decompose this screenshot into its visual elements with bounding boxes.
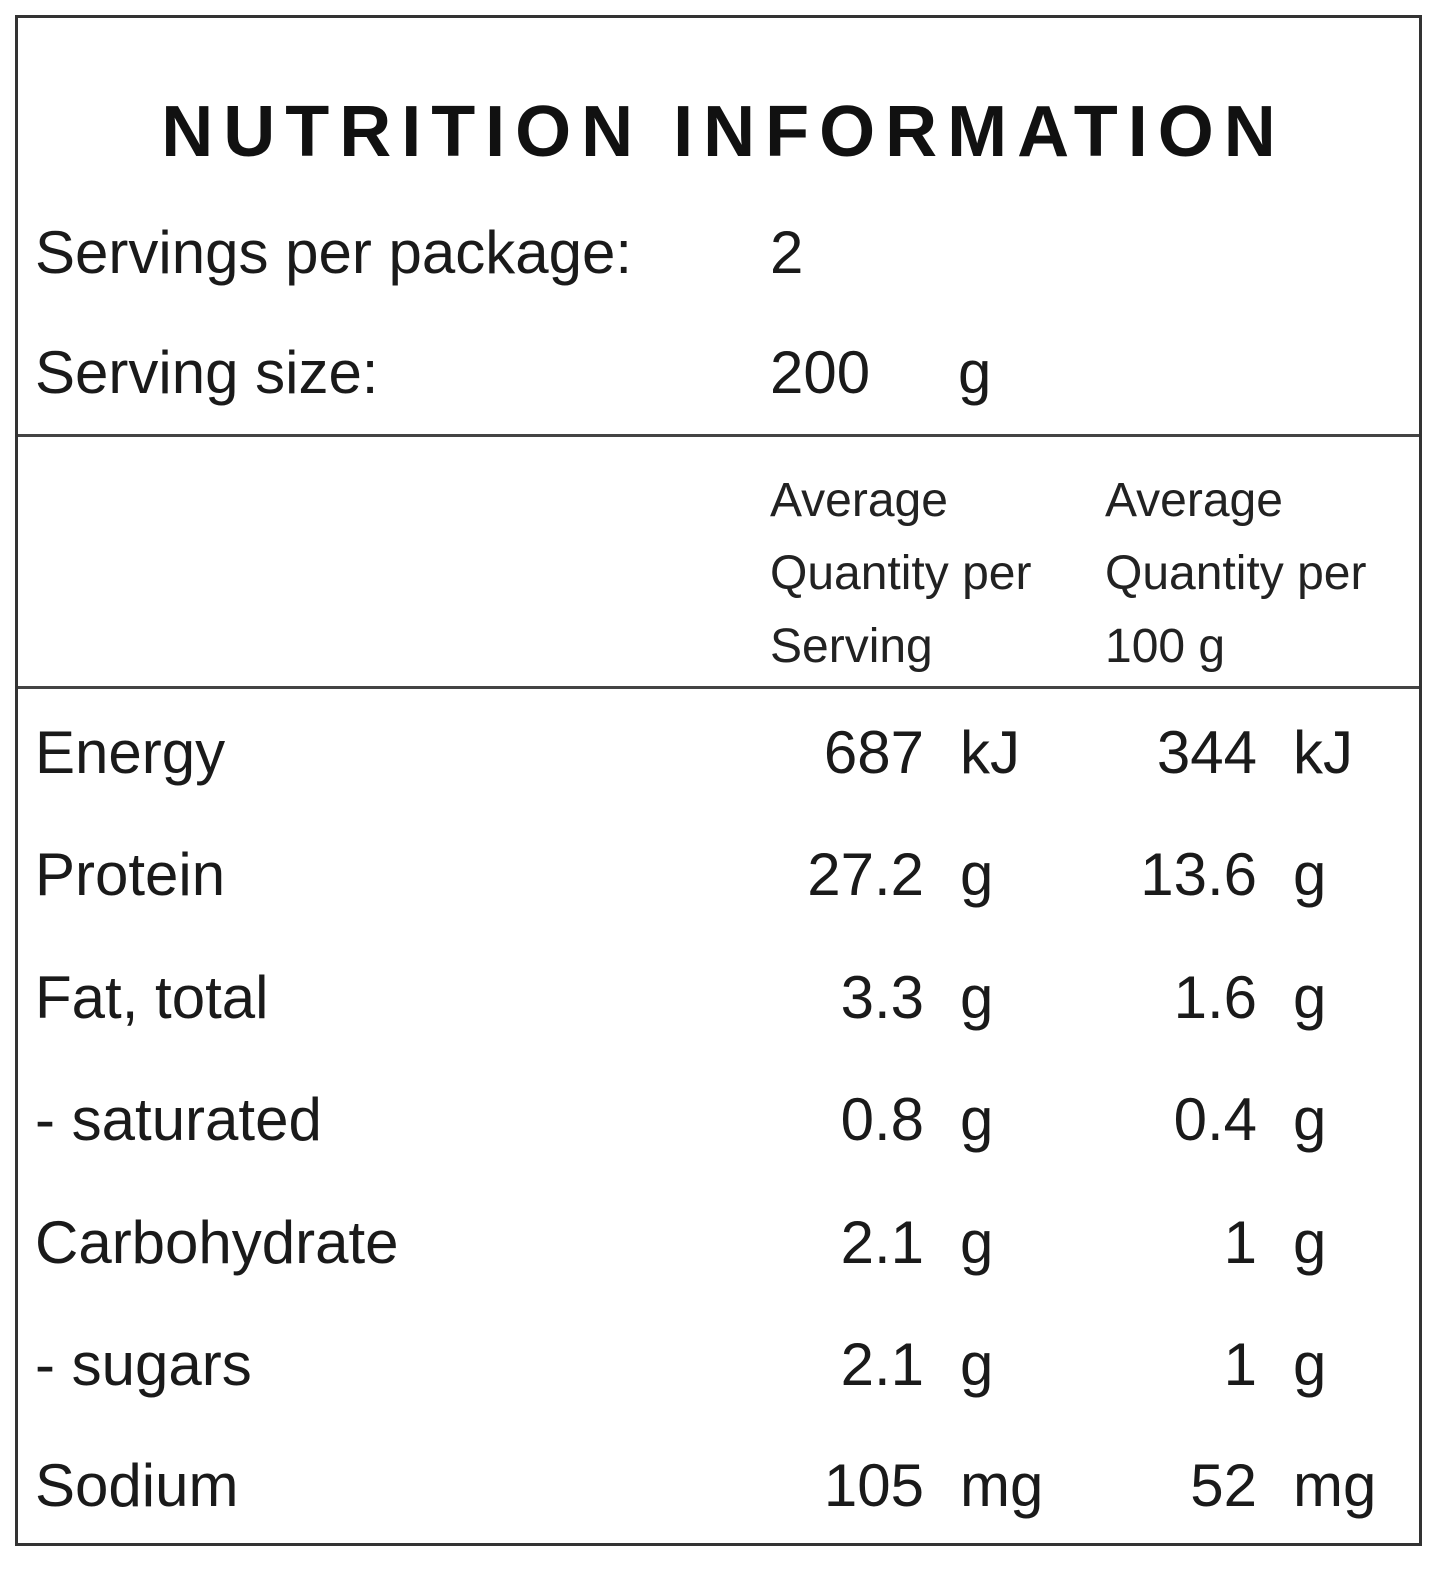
table-divider	[18, 686, 1419, 689]
per-serving-unit: kJ	[960, 719, 1020, 786]
per-serving-unit: g	[960, 1331, 994, 1398]
serving-size-unit: g	[958, 339, 992, 406]
nutrition-panel: NUTRITION INFORMATION Servings per packa…	[15, 15, 1422, 1546]
per-100g-unit: g	[1293, 1331, 1327, 1398]
per-serving-unit: g	[960, 841, 994, 908]
per-100g-value: 13.6	[1140, 841, 1257, 908]
per-100g-unit: g	[1293, 1086, 1327, 1153]
table-row: Sodium 105 mg 52 mg	[18, 1456, 1419, 1578]
table-row: Fat, total 3.3 g 1.6 g	[18, 968, 1419, 1090]
nutrient-name: Energy	[35, 719, 226, 786]
per-serving-unit: mg	[960, 1452, 1044, 1519]
table-row: - sugars 2.1 g 1 g	[18, 1335, 1419, 1457]
per-100g-unit: g	[1293, 1209, 1327, 1276]
column-header-line: Quantity per	[1105, 547, 1367, 600]
column-header-line: Average	[770, 474, 948, 527]
column-header-line: Quantity per	[770, 547, 1032, 600]
servings-per-package-value: 2	[770, 219, 804, 286]
per-100g-value: 1	[1223, 1331, 1257, 1398]
table-row: Protein 27.2 g 13.6 g	[18, 845, 1419, 967]
panel-title: NUTRITION INFORMATION	[161, 92, 1286, 172]
per-serving-value: 3.3	[840, 964, 924, 1031]
per-100g-unit: g	[1293, 841, 1327, 908]
nutrient-name: Protein	[35, 841, 226, 908]
per-serving-value: 687	[823, 719, 924, 786]
header-divider	[18, 434, 1419, 437]
per-100g-unit: g	[1293, 964, 1327, 1031]
serving-size-label: Serving size:	[35, 339, 379, 406]
per-serving-unit: g	[960, 1086, 994, 1153]
per-100g-value: 52	[1190, 1452, 1257, 1519]
per-100g-unit: mg	[1293, 1452, 1377, 1519]
servings-per-package-label: Servings per package:	[35, 219, 633, 286]
table-row: - saturated 0.8 g 0.4 g	[18, 1090, 1419, 1212]
per-serving-value: 0.8	[840, 1086, 924, 1153]
column-header-line: Serving	[770, 620, 933, 673]
column-header-line: Average	[1105, 474, 1283, 527]
per-serving-value: 2.1	[840, 1209, 924, 1276]
per-serving-unit: g	[960, 1209, 994, 1276]
per-100g-value: 1	[1223, 1209, 1257, 1276]
nutrient-name: Carbohydrate	[35, 1209, 399, 1276]
per-serving-value: 2.1	[840, 1331, 924, 1398]
table-row: Energy 687 kJ 344 kJ	[18, 723, 1419, 845]
per-100g-value: 0.4	[1173, 1086, 1257, 1153]
per-100g-value: 1.6	[1173, 964, 1257, 1031]
per-serving-value: 27.2	[807, 841, 924, 908]
nutrient-name: Sodium	[35, 1452, 239, 1519]
column-header-per-100g: Average Quantity per 100 g	[1105, 464, 1366, 683]
per-serving-value: 105	[823, 1452, 924, 1519]
nutrient-name: - saturated	[35, 1086, 322, 1153]
table-row: Carbohydrate 2.1 g 1 g	[18, 1213, 1419, 1335]
nutrient-name: - sugars	[35, 1331, 252, 1398]
column-header-line: 100 g	[1105, 620, 1226, 673]
per-serving-unit: g	[960, 964, 994, 1031]
column-header-per-serving: Average Quantity per Serving	[770, 464, 1031, 683]
serving-size-value: 200	[770, 339, 871, 406]
per-100g-value: 344	[1156, 719, 1257, 786]
nutrient-name: Fat, total	[35, 964, 269, 1031]
per-100g-unit: kJ	[1293, 719, 1353, 786]
